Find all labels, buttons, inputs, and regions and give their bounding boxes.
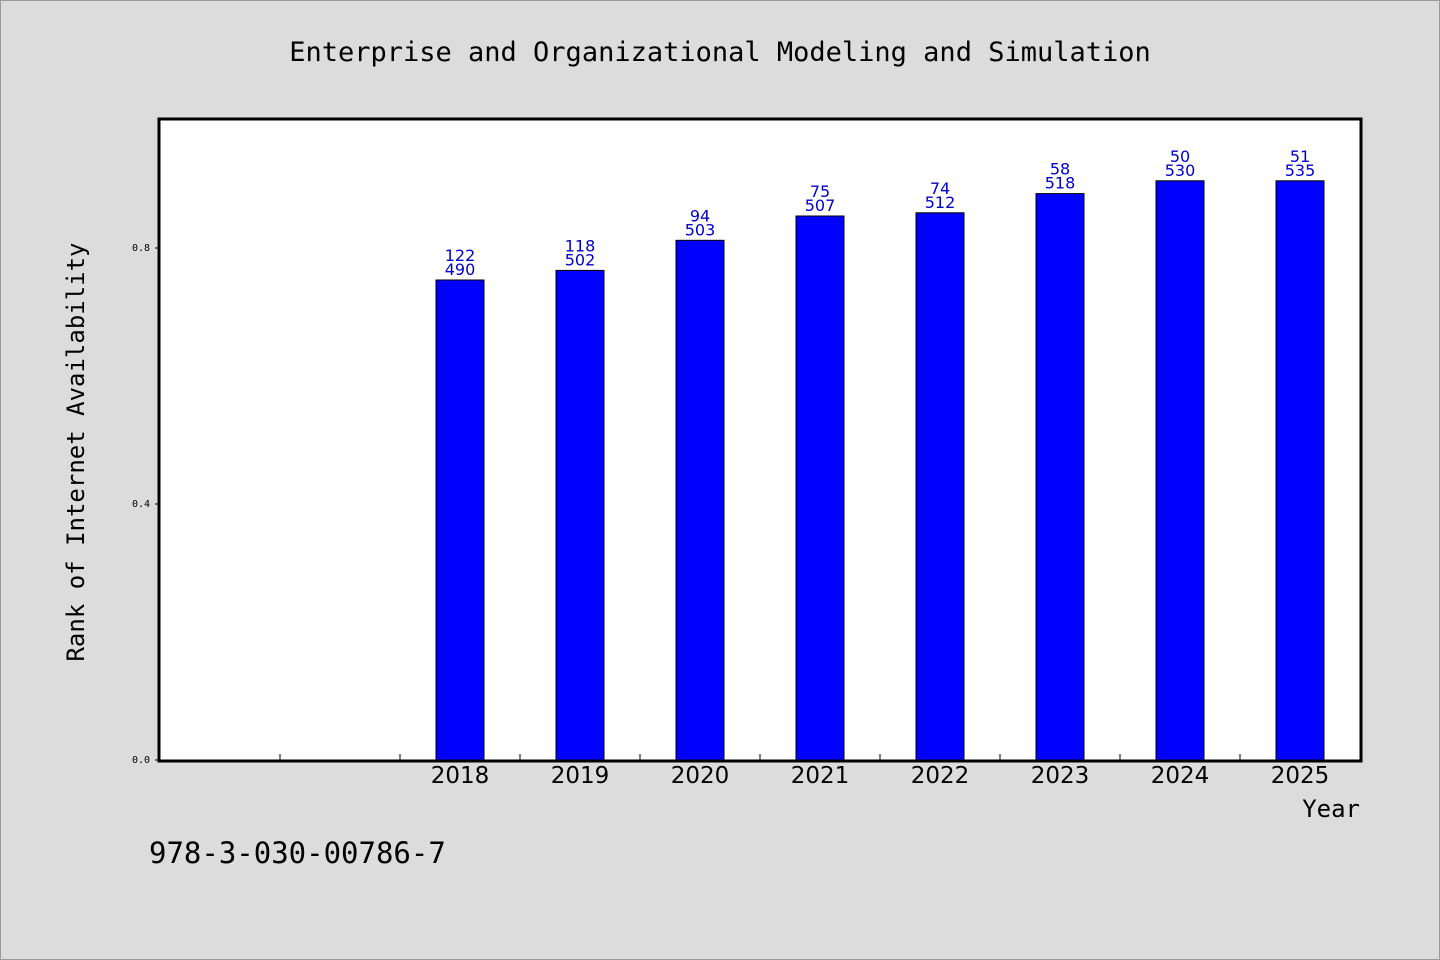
bar-label-top: 118 — [565, 236, 596, 255]
y-tick-label: 0.0 — [132, 755, 150, 766]
y-tick-label: 0.4 — [132, 499, 150, 510]
y-axis-ticks: 0.0 0.4 0.8 — [132, 243, 160, 766]
bar-label-bottom: 512 — [925, 193, 956, 212]
x-axis-title: Year — [1302, 795, 1360, 823]
bar-2021 — [795, 215, 845, 761]
bar-label-bottom: 503 — [685, 220, 716, 239]
x-axis-ticks: 2018 2019 2020 2021 2022 2023 2024 2025 — [279, 754, 1330, 789]
bar-2023 — [1035, 193, 1085, 761]
bar-label-bottom: 507 — [805, 196, 836, 215]
bar-2024 — [1155, 180, 1205, 761]
x-tick-label: 2018 — [431, 763, 490, 789]
bar-label-bottom: 535 — [1285, 161, 1316, 180]
bar-label-bottom: 518 — [1045, 174, 1076, 193]
x-tick-label: 2021 — [791, 763, 850, 789]
x-tick-label: 2020 — [671, 763, 730, 789]
bar-label-top: 51 — [1290, 147, 1310, 166]
bar-2019 — [555, 269, 605, 761]
isbn-footer: 978-3-030-00786-7 — [149, 836, 446, 870]
bar-label-top: 50 — [1170, 147, 1190, 166]
bar-label-bottom: 490 — [445, 260, 476, 279]
x-tick-label: 2023 — [1031, 763, 1090, 789]
bar-2020 — [675, 239, 725, 761]
x-tick-label: 2019 — [551, 763, 610, 789]
bar-2018 — [435, 279, 485, 761]
bar-label-top: 75 — [810, 182, 830, 201]
y-tick-label: 0.8 — [132, 243, 150, 254]
bar-label-top: 58 — [1050, 160, 1070, 179]
y-axis-title: Rank of Internet Availability — [62, 242, 90, 661]
chart-title: Enterprise and Organizational Modeling a… — [289, 37, 1151, 68]
bar-label-top: 94 — [690, 206, 710, 225]
bar-2022 — [915, 212, 965, 761]
bar-2025 — [1275, 180, 1325, 761]
bar-label-top: 74 — [930, 179, 950, 198]
bar-label-bottom: 502 — [565, 250, 596, 269]
bar-label-bottom: 530 — [1165, 161, 1196, 180]
x-tick-label: 2022 — [911, 763, 970, 789]
bar-label-top: 122 — [445, 246, 476, 265]
x-tick-label: 2024 — [1151, 763, 1210, 789]
x-tick-label: 2025 — [1271, 763, 1330, 789]
